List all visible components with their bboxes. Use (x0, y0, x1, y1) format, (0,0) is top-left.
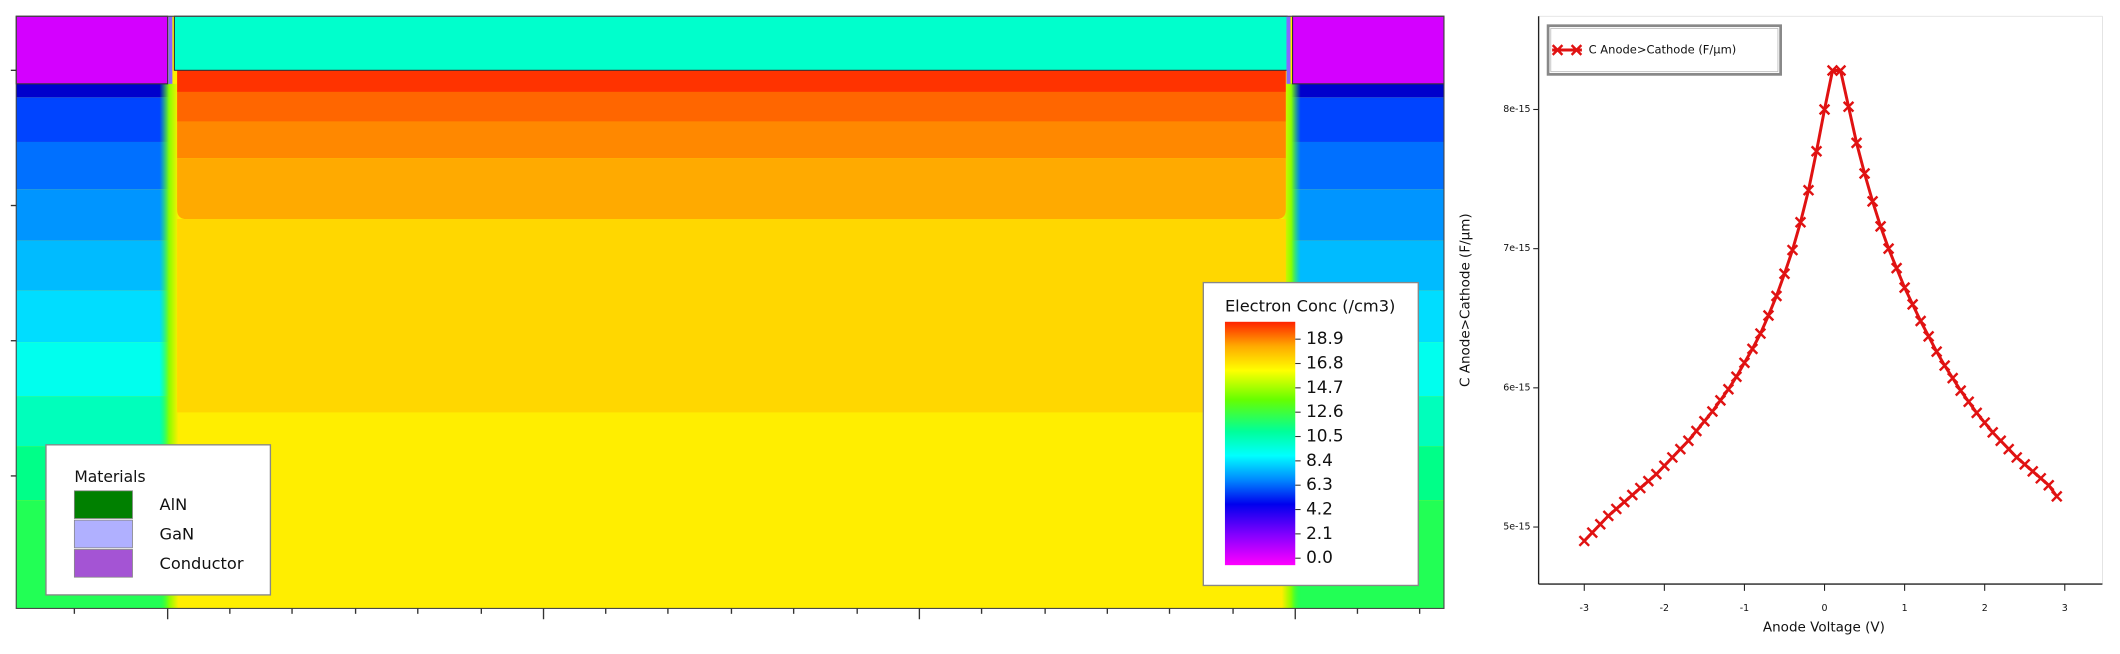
data-marker (1730, 370, 1743, 383)
data-marker (1770, 290, 1783, 302)
materials-legend-title: Materials (74, 468, 145, 486)
colorbar-tick-label: 12.6 (1306, 401, 1344, 421)
y-axis-label: C Anode>Cathode (F/µm) (1458, 213, 1474, 387)
plot-frame (15, 15, 1445, 609)
data-marker (1786, 244, 1799, 256)
data-marker (1858, 167, 1871, 180)
y-tick-label: 7e-15 (1503, 243, 1530, 254)
channel-bands (177, 70, 1286, 413)
data-marker (1650, 468, 1663, 480)
data-marker (1898, 281, 1911, 294)
data-marker (1682, 435, 1695, 447)
material-swatch (73, 549, 133, 578)
data-marker (1762, 309, 1775, 322)
data-marker (1586, 526, 1599, 539)
x-tick-label: -1 (1740, 603, 1749, 614)
x-tick-label: 1 (1902, 603, 1908, 614)
data-marker (1834, 64, 1847, 77)
data-marker (1722, 383, 1735, 395)
data-marker (1866, 195, 1879, 208)
material-swatch (73, 519, 133, 549)
data-marker (1994, 435, 2007, 447)
series-line (1583, 69, 2058, 542)
data-marker (1706, 405, 1719, 418)
material-swatch (73, 490, 133, 519)
y-tick-label: 8e-15 (1503, 104, 1530, 115)
y-tick-label: 5e-15 (1503, 522, 1530, 533)
data-marker (1666, 451, 1679, 464)
data-marker (1714, 394, 1727, 407)
data-marker (1810, 145, 1823, 157)
data-marker (1938, 359, 1951, 372)
data-marker (1594, 518, 1607, 530)
legend-box-inner (1550, 27, 1779, 73)
colorbar (1224, 321, 1296, 566)
colorbar-tick-label: 10.5 (1306, 426, 1344, 446)
data-marker (2051, 490, 2063, 503)
data-marker (1882, 242, 1895, 255)
data-marker (1890, 262, 1903, 274)
data-marker (1794, 216, 1807, 228)
data-marker (1802, 184, 1815, 196)
data-marker (1738, 357, 1751, 369)
colorbar-tick-label: 18.9 (1306, 328, 1344, 348)
data-marker (1658, 460, 1671, 472)
colorbar-tick-label: 8.4 (1306, 450, 1333, 470)
material-label: Conductor (160, 554, 244, 573)
data-marker (1698, 415, 1711, 427)
data-marker (1746, 343, 1759, 355)
contact-right (1292, 15, 1445, 85)
data-marker (1674, 443, 1687, 455)
data-marker (1946, 372, 1959, 384)
legend-marker (1570, 44, 1583, 56)
contact-left (15, 15, 169, 85)
contour-plot: Materials Electron Conc (/cm3) (10, 15, 1445, 620)
legend-label: C Anode>Cathode (F/µm) (1589, 43, 1737, 57)
data-marker (1930, 345, 1943, 358)
colorbar-tick-label: 14.7 (1306, 377, 1344, 397)
colorbar-tick-label: 6.3 (1306, 474, 1333, 494)
data-marker (1818, 103, 1831, 116)
material-label: GaN (160, 525, 195, 544)
data-marker (1850, 137, 1863, 149)
line-chart: Anode Voltage (V) C Anode>Cathode (F/µm) (1458, 15, 2103, 635)
legend-marker (1551, 44, 1564, 56)
data-marker (2002, 443, 2015, 455)
x-tick-label: -2 (1660, 603, 1669, 614)
data-marker (1986, 426, 1999, 439)
top-layer (173, 15, 1288, 71)
x-tick-label: 3 (2062, 603, 2068, 614)
data-marker (1690, 425, 1703, 437)
colorbar-tick-label: 4.2 (1306, 499, 1333, 519)
axis-ticks (10, 69, 1421, 620)
data-marker (1970, 407, 1983, 419)
data-marker (1842, 100, 1855, 113)
legend-box (1546, 24, 1782, 76)
data-marker (1906, 298, 1919, 311)
data-marker (2043, 479, 2055, 492)
data-marker (1962, 396, 1975, 408)
x-tick-label: 2 (1982, 603, 1988, 614)
data-marker (1922, 330, 1935, 343)
y-tick-label: 6e-15 (1503, 382, 1530, 393)
colorbar-tick-label: 2.1 (1306, 523, 1333, 543)
colorbar-title: Electron Conc (/cm3) (1225, 296, 1395, 315)
data-marker (1954, 384, 1967, 397)
data-marker (1914, 315, 1927, 327)
data-marker (1874, 220, 1887, 233)
colorbar-tick-label: 16.8 (1306, 353, 1344, 373)
data-marker (1778, 267, 1791, 280)
data-marker (1578, 535, 1590, 547)
x-axis-label: Anode Voltage (V) (1763, 619, 1885, 635)
data-marker (1754, 327, 1767, 340)
material-label: AlN (160, 495, 188, 514)
colorbar-tick-label: 0.0 (1306, 547, 1333, 567)
data-marker (1978, 416, 1991, 429)
x-tick-label: -3 (1580, 603, 1589, 614)
x-tick-label: 0 (1822, 603, 1828, 614)
